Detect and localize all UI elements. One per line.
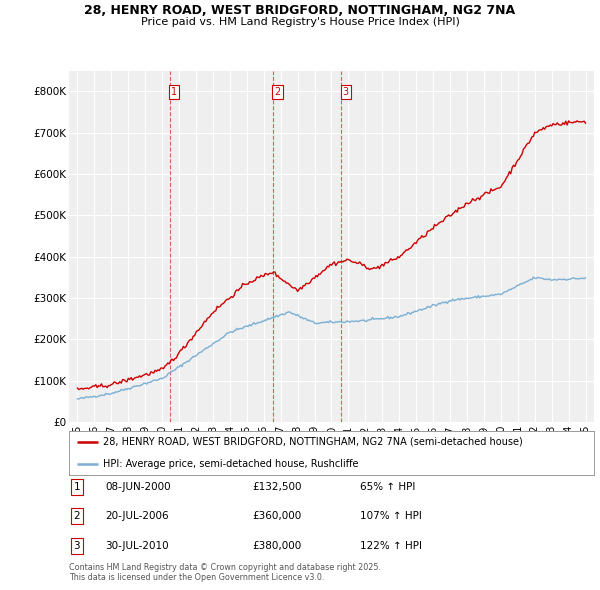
Text: £360,000: £360,000 [252, 512, 301, 521]
Text: 107% ↑ HPI: 107% ↑ HPI [360, 512, 422, 521]
Text: Contains HM Land Registry data © Crown copyright and database right 2025.: Contains HM Land Registry data © Crown c… [69, 563, 381, 572]
Text: 30-JUL-2010: 30-JUL-2010 [105, 541, 169, 550]
Text: 20-JUL-2006: 20-JUL-2006 [105, 512, 169, 521]
Text: Price paid vs. HM Land Registry's House Price Index (HPI): Price paid vs. HM Land Registry's House … [140, 17, 460, 27]
Text: 3: 3 [343, 87, 349, 97]
Text: 3: 3 [73, 541, 80, 550]
Text: 65% ↑ HPI: 65% ↑ HPI [360, 482, 415, 491]
Text: 08-JUN-2000: 08-JUN-2000 [105, 482, 170, 491]
Text: 1: 1 [171, 87, 177, 97]
Text: 28, HENRY ROAD, WEST BRIDGFORD, NOTTINGHAM, NG2 7NA (semi-detached house): 28, HENRY ROAD, WEST BRIDGFORD, NOTTINGH… [103, 437, 523, 447]
Text: 122% ↑ HPI: 122% ↑ HPI [360, 541, 422, 550]
Text: This data is licensed under the Open Government Licence v3.0.: This data is licensed under the Open Gov… [69, 573, 325, 582]
Text: HPI: Average price, semi-detached house, Rushcliffe: HPI: Average price, semi-detached house,… [103, 459, 359, 469]
Text: 1: 1 [73, 482, 80, 491]
Text: 28, HENRY ROAD, WEST BRIDGFORD, NOTTINGHAM, NG2 7NA: 28, HENRY ROAD, WEST BRIDGFORD, NOTTINGH… [85, 4, 515, 17]
Text: 2: 2 [274, 87, 281, 97]
Text: 2: 2 [73, 512, 80, 521]
Text: £132,500: £132,500 [252, 482, 302, 491]
Text: £380,000: £380,000 [252, 541, 301, 550]
